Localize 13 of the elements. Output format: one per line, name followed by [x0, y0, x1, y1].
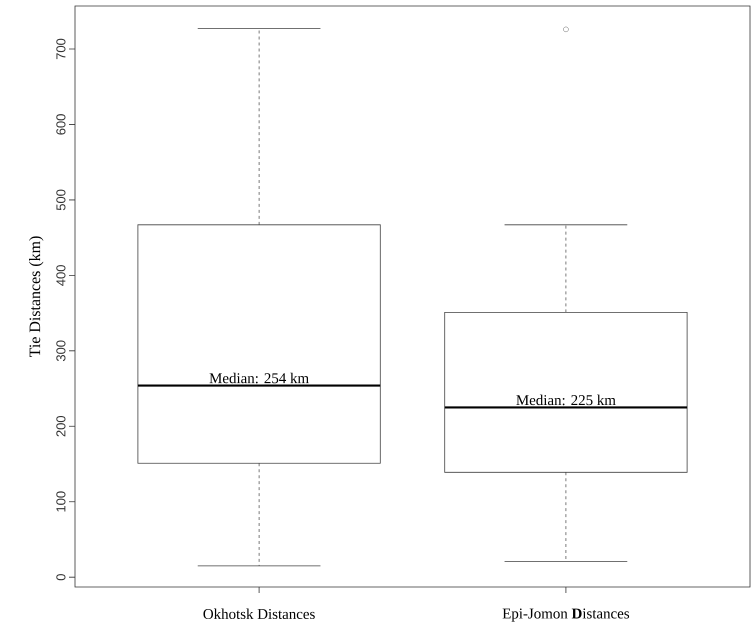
y-tick-label: 700 — [56, 38, 66, 60]
y-tick-label: 500 — [56, 190, 66, 210]
annotation: Median: 254 km — [210, 372, 309, 384]
y-tick-label: 300 — [56, 340, 66, 362]
y-tick-label: 400 — [56, 265, 66, 286]
x-tick-label: Epi-Jomon Distances — [502, 608, 630, 622]
y-tick-label: 600 — [56, 114, 66, 135]
y-tick-label: 0 — [56, 574, 66, 580]
y-tick-label: 200 — [56, 416, 66, 436]
annotation: Median: 225 km — [516, 394, 616, 406]
x-tick-label: Okhotsk Distances — [203, 608, 315, 620]
y-tick-label: 100 — [56, 491, 66, 512]
y-axis-title: Tie Distances (km) — [29, 236, 44, 358]
